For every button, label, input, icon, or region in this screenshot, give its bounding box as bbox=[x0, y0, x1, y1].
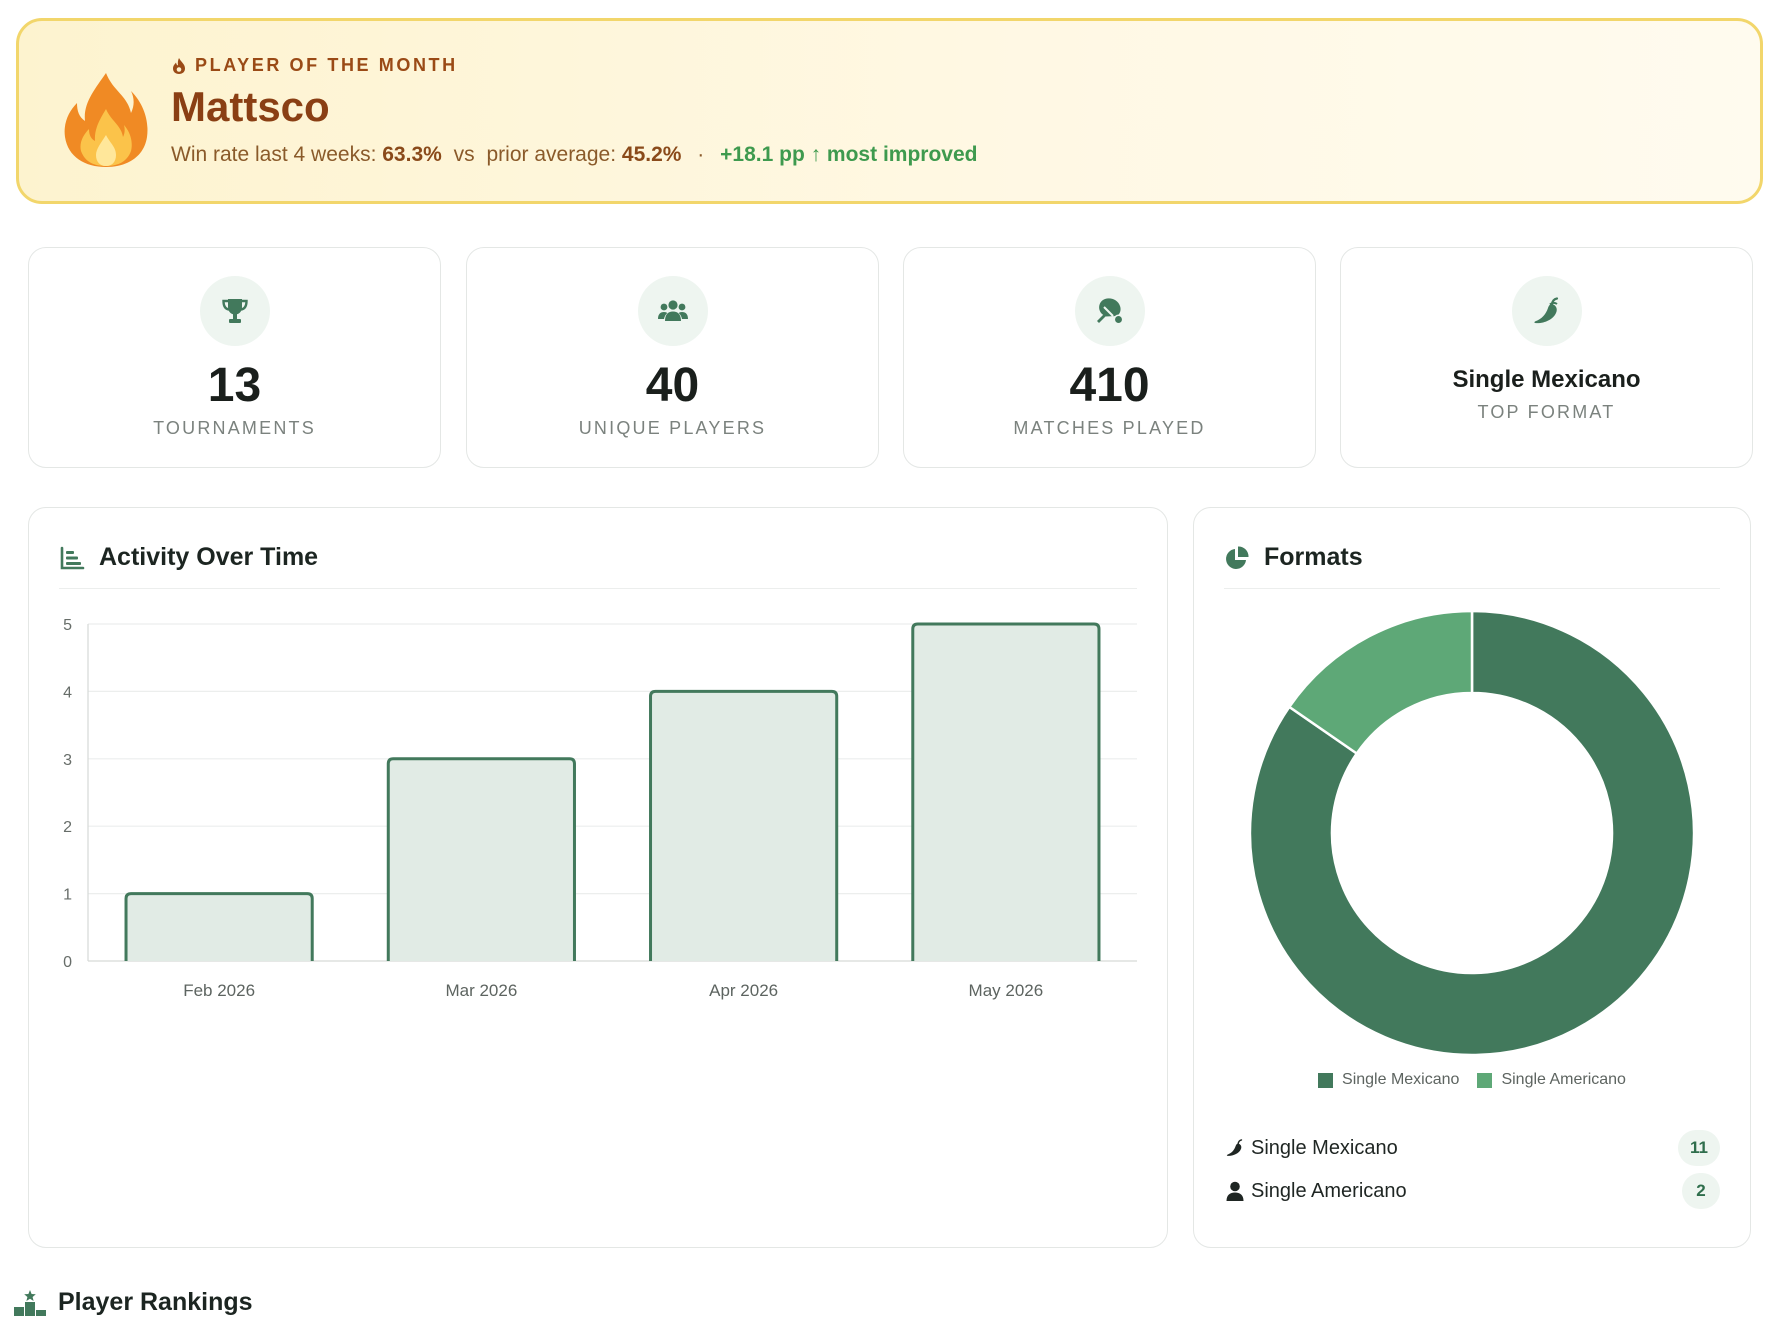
donut-slice bbox=[1287, 609, 1474, 756]
podium-icon bbox=[14, 1289, 46, 1316]
kpi-label: TOP FORMAT bbox=[1477, 402, 1616, 422]
activity-title-text: Activity Over Time bbox=[99, 543, 319, 571]
potm-stats: Win rate last 4 weeks: 63.3% vs prior av… bbox=[171, 143, 977, 167]
format-row: Single Americano 2 bbox=[1224, 1173, 1720, 1209]
prior-label: prior average: bbox=[486, 143, 617, 166]
kpi-card-top-format: Single Mexicano TOP FORMAT bbox=[1340, 247, 1753, 468]
player-rankings-heading: Player Rankings bbox=[14, 1288, 253, 1317]
pie-chart-icon bbox=[1226, 545, 1249, 569]
legend-swatch bbox=[1318, 1072, 1334, 1088]
bar bbox=[124, 892, 314, 961]
format-count-badge: 2 bbox=[1682, 1173, 1720, 1209]
legend-label: Single Mexicano bbox=[1342, 1071, 1460, 1088]
x-tick-label: Apr 2026 bbox=[709, 981, 778, 1000]
bar bbox=[386, 757, 576, 961]
kpi-icon-wrap bbox=[1074, 276, 1145, 346]
formats-title: Formats bbox=[1224, 543, 1363, 572]
vs-label: vs bbox=[453, 143, 475, 166]
pepper-icon bbox=[1226, 1139, 1243, 1156]
win-rate-value: 63.3% bbox=[382, 143, 442, 166]
bar bbox=[911, 622, 1101, 961]
activity-title: Activity Over Time bbox=[59, 543, 318, 572]
bar-chart-icon bbox=[60, 546, 85, 569]
format-count-badge: 11 bbox=[1678, 1130, 1720, 1166]
format-name: Single Americano bbox=[1251, 1179, 1407, 1202]
kpi-value: 410 bbox=[1069, 359, 1150, 412]
bar bbox=[649, 689, 839, 961]
fire-icon bbox=[64, 73, 148, 167]
user-icon bbox=[1226, 1181, 1244, 1201]
format-row: Single Mexicano 11 bbox=[1224, 1130, 1720, 1166]
y-tick-label: 1 bbox=[63, 887, 72, 904]
potm-eyebrow: PLAYER OF THE MONTH bbox=[171, 55, 458, 76]
kpi-value: 40 bbox=[645, 359, 700, 412]
formats-legend: Single Mexicano Single Americano bbox=[1193, 1071, 1751, 1089]
x-tick-label: Mar 2026 bbox=[445, 981, 517, 1000]
kpi-card-tournaments: 13 TOURNAMENTS bbox=[28, 247, 441, 468]
x-tick-label: Feb 2026 bbox=[183, 981, 255, 1000]
stats-separator: · bbox=[697, 143, 705, 166]
kpi-label: TOURNAMENTS bbox=[153, 418, 316, 438]
legend-item[interactable]: Single Americano bbox=[1477, 1071, 1626, 1089]
y-tick-label: 2 bbox=[63, 819, 72, 836]
kpi-label: MATCHES PLAYED bbox=[1013, 418, 1206, 438]
activity-divider bbox=[59, 588, 1137, 589]
legend-swatch bbox=[1477, 1072, 1493, 1088]
prior-value: 45.2% bbox=[621, 143, 682, 166]
win-rate-label: Win rate last 4 weeks: bbox=[171, 143, 377, 166]
improvement-text: +18.1 pp ↑ most improved bbox=[720, 143, 978, 166]
kpi-label: UNIQUE PLAYERS bbox=[578, 418, 767, 438]
kpi-icon-wrap bbox=[1511, 276, 1582, 346]
rankings-title: Player Rankings bbox=[58, 1288, 253, 1316]
kpi-value: Single Mexicano bbox=[1452, 366, 1641, 393]
y-tick-label: 3 bbox=[63, 752, 72, 769]
y-tick-label: 5 bbox=[63, 617, 72, 634]
y-tick-label: 0 bbox=[63, 954, 72, 971]
pepper-icon bbox=[1533, 297, 1558, 324]
flame-small-icon bbox=[173, 57, 185, 74]
kpi-card-matches-played: 410 MATCHES PLAYED bbox=[903, 247, 1316, 468]
player-of-month-banner: PLAYER OF THE MONTH Mattsco Win rate las… bbox=[16, 18, 1763, 204]
kpi-icon-wrap bbox=[637, 276, 708, 346]
kpi-card-unique-players: 40 UNIQUE PLAYERS bbox=[466, 247, 879, 468]
legend-label: Single Americano bbox=[1501, 1071, 1626, 1088]
trophy-icon bbox=[221, 299, 248, 323]
kpi-icon-wrap bbox=[199, 276, 270, 346]
formats-title-text: Formats bbox=[1264, 543, 1363, 571]
format-name: Single Mexicano bbox=[1251, 1136, 1398, 1159]
users-icon bbox=[657, 300, 688, 321]
paddle-ball-icon bbox=[1096, 298, 1123, 325]
x-tick-label: May 2026 bbox=[969, 981, 1044, 1000]
potm-eyebrow-text: PLAYER OF THE MONTH bbox=[195, 55, 458, 75]
legend-item[interactable]: Single Mexicano bbox=[1318, 1071, 1459, 1089]
formats-divider bbox=[1224, 588, 1720, 589]
kpi-value: 13 bbox=[207, 359, 262, 412]
donut-slice bbox=[1248, 609, 1696, 1057]
potm-player-name: Mattsco bbox=[171, 83, 330, 130]
y-tick-label: 4 bbox=[63, 684, 72, 701]
